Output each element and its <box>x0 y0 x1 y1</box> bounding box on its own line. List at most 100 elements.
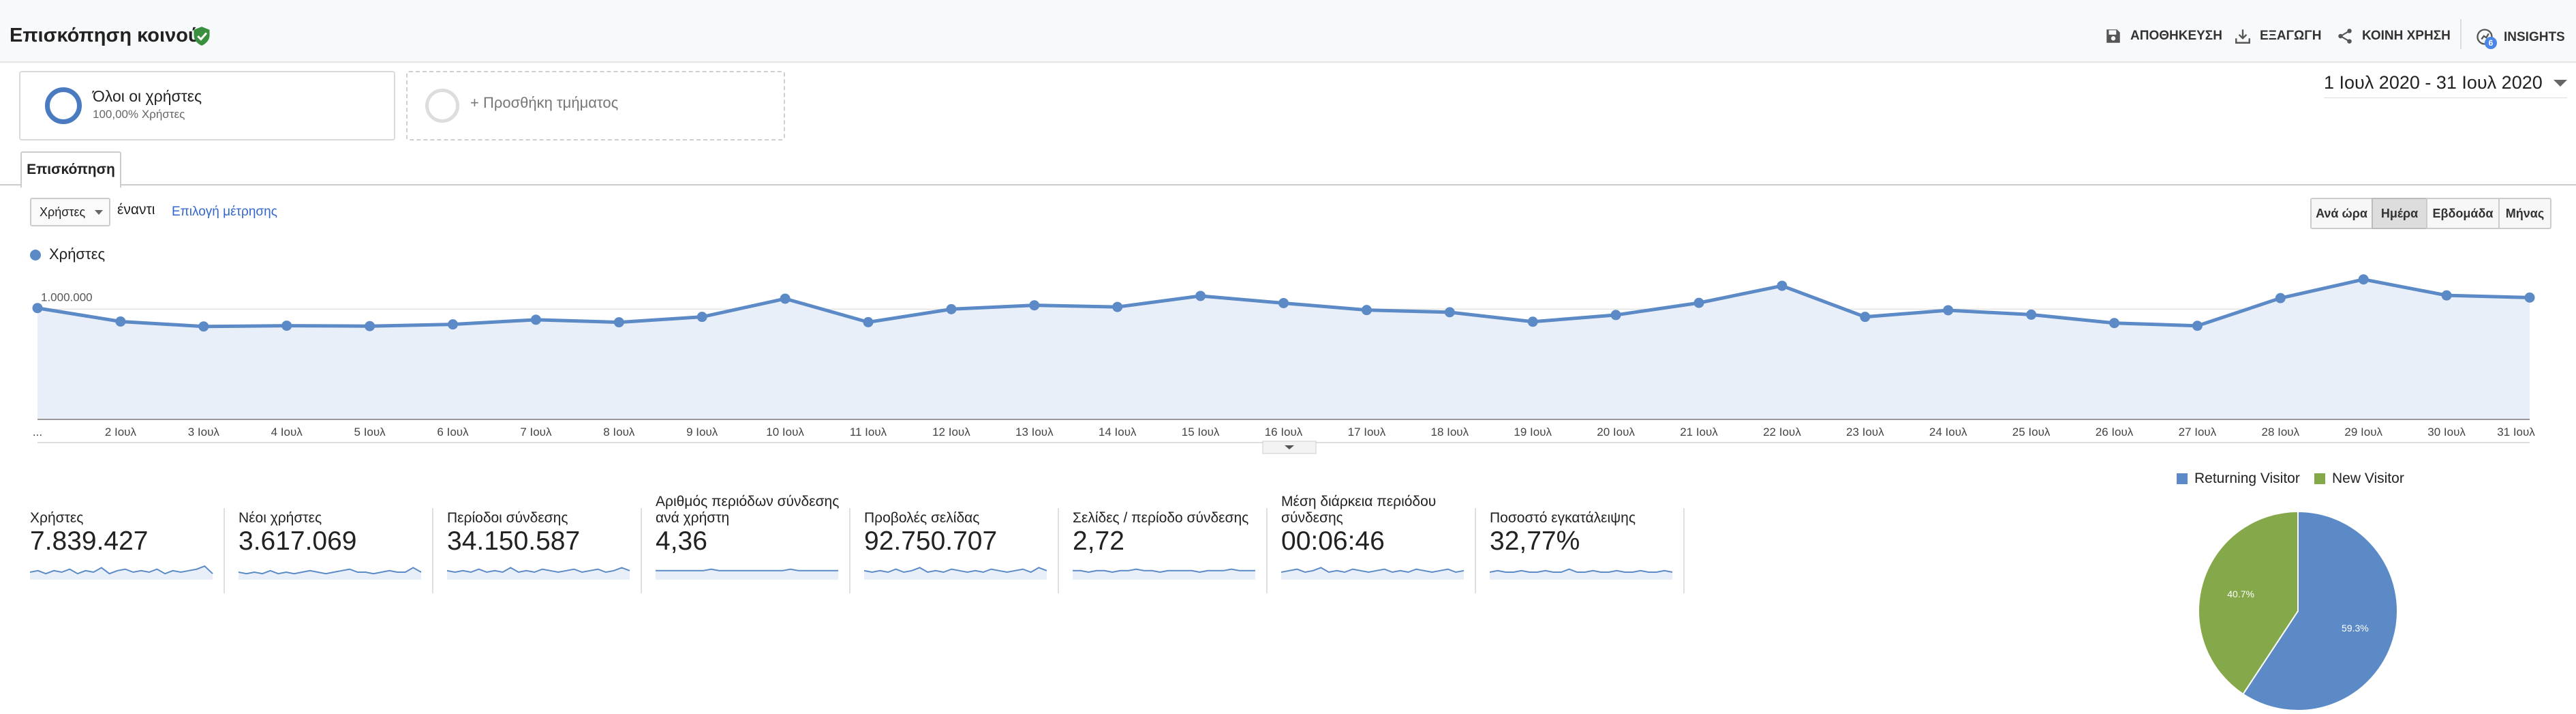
metric-scorecard[interactable]: Νέοι χρήστες 3.617.069 <box>238 491 423 593</box>
x-tick-label: 17 Ιουλ <box>1348 426 1386 438</box>
data-point <box>365 321 375 331</box>
legend-swatch <box>2314 473 2325 484</box>
x-tick-label: 23 Ιουλ <box>1846 426 1884 438</box>
metric-label: Μέση διάρκεια περιόδου σύνδεσης <box>1281 494 1437 526</box>
series-legend-dot <box>30 250 41 261</box>
save-icon <box>2106 29 2120 43</box>
metric-label: Προβολές σελίδας <box>864 510 980 526</box>
x-tick-label: 27 Ιουλ <box>2179 426 2217 438</box>
metric-label: Αριθμός περιόδων σύνδεσης ανά χρήστη <box>656 494 840 526</box>
data-point <box>281 321 292 331</box>
x-tick-label: 11 Ιουλ <box>850 426 887 438</box>
x-tick-label: 13 Ιουλ <box>1015 426 1054 438</box>
share-button[interactable]: ΚΟΙΝΗ ΧΡΗΣΗ <box>2336 27 2451 45</box>
data-point <box>1278 297 1289 308</box>
date-range-picker[interactable]: 1 Ιουλ 2020 - 31 Ιουλ 2020 <box>2324 72 2567 98</box>
metric-scorecard[interactable]: Αριθμός περιόδων σύνδεσης ανά χρήστη 4,36 <box>656 491 840 593</box>
metric-value: 3.617.069 <box>239 526 357 556</box>
data-point <box>1943 305 1954 316</box>
data-point <box>2275 293 2286 303</box>
granularity-month-button[interactable]: Μήνας <box>2498 198 2551 229</box>
export-icon <box>2235 29 2250 44</box>
pie-slice-label: 59.3% <box>2342 623 2369 634</box>
x-tick-label: 22 Ιουλ <box>1763 426 1801 438</box>
granularity-hour-button[interactable]: Ανά ώρα <box>2310 198 2373 229</box>
x-tick-label: 4 Ιουλ <box>271 426 303 438</box>
chart-collapse-handle[interactable] <box>1262 441 1317 454</box>
metric-label: Ποσοστό εγκατάλειψης <box>1490 510 1636 526</box>
select-metric-link[interactable]: Επιλογή μέτρησης <box>172 205 277 219</box>
x-tick-label: 3 Ιουλ <box>188 426 220 438</box>
segment-all-users[interactable]: Όλοι οι χρήστες 100,00% Χρήστες <box>19 71 395 140</box>
x-tick-label: 15 Ιουλ <box>1182 426 1220 438</box>
granularity-week-button[interactable]: Εβδομάδα <box>2426 198 2500 229</box>
granularity-day-button[interactable]: Ημέρα <box>2372 198 2427 229</box>
insights-button[interactable]: 6 INSIGHTS <box>2475 27 2565 49</box>
data-point <box>2441 290 2452 301</box>
pie-legend-new: New Visitor <box>2314 471 2404 487</box>
x-tick-label: 6 Ιουλ <box>437 426 469 438</box>
series-legend-label: Χρήστες <box>49 246 106 263</box>
x-tick-label: 24 Ιουλ <box>1929 426 1967 438</box>
data-point <box>613 317 624 328</box>
pie-legend-returning-label: Returning Visitor <box>2194 471 2300 486</box>
scorecard-divider <box>1683 508 1685 593</box>
data-point <box>1527 316 1538 327</box>
x-tick-label: 16 Ιουλ <box>1265 426 1303 438</box>
data-point <box>1860 312 1871 323</box>
scorecard-divider <box>641 508 642 593</box>
save-label: ΑΠΟΘΗΚΕΥΣΗ <box>2130 29 2222 43</box>
data-point <box>32 303 43 314</box>
metric-sparkline <box>1489 568 1673 580</box>
chevron-down-icon <box>1285 445 1294 449</box>
metric-label: Νέοι χρήστες <box>239 510 322 526</box>
data-point <box>115 316 126 327</box>
metric-label: Σελίδες / περίοδο σύνδεσης <box>1073 510 1249 526</box>
metric-value: 2,72 <box>1073 526 1124 556</box>
insights-badge: 6 <box>2485 37 2497 49</box>
metric-scorecard[interactable]: Ποσοστό εγκατάλειψης 32,77% <box>1489 491 1674 593</box>
metric-select[interactable]: Χρήστες <box>30 198 110 226</box>
data-point <box>1195 291 1206 301</box>
export-button[interactable]: ΕΞΑΓΩΓΗ <box>2234 27 2321 45</box>
share-icon <box>2338 29 2352 44</box>
metric-scorecard[interactable]: Χρήστες 7.839.427 <box>29 491 214 593</box>
x-tick-label: 7 Ιουλ <box>520 426 552 438</box>
metric-scorecard[interactable]: Σελίδες / περίοδο σύνδεσης 2,72 <box>1073 491 1257 593</box>
data-point <box>2524 292 2535 303</box>
insights-icon: 6 <box>2475 27 2497 49</box>
add-segment-button[interactable]: + Προσθήκη τμήματος <box>406 71 785 140</box>
metric-label: Χρήστες <box>30 510 84 526</box>
x-tick-label: 10 Ιουλ <box>766 426 804 438</box>
metric-value: 4,36 <box>656 526 707 556</box>
page-title: Επισκόπηση κοινού <box>10 25 200 46</box>
metric-scorecard[interactable]: Μέση διάρκεια περιόδου σύνδεσης 00:06:46 <box>1281 491 1465 593</box>
metric-sparkline <box>446 567 630 580</box>
data-point <box>1693 297 1704 308</box>
metric-sparkline <box>863 567 1047 580</box>
data-point <box>780 293 791 304</box>
x-tick-label: 19 Ιουλ <box>1514 426 1552 438</box>
legend-swatch <box>2177 473 2188 484</box>
metric-sparkline <box>1073 568 1255 580</box>
x-tick-label: 29 Ιουλ <box>2344 426 2382 438</box>
tab-overview[interactable]: Επισκόπηση <box>20 151 121 188</box>
date-range-label: 1 Ιουλ 2020 - 31 Ιουλ 2020 <box>2324 72 2543 93</box>
segment-ring-icon <box>45 87 82 124</box>
insights-label: INSIGHTS <box>2504 30 2565 44</box>
segment-placeholder-icon <box>425 89 459 123</box>
x-tick-label: 31 Ιουλ <box>2497 426 2535 438</box>
export-label: ΕΞΑΓΩΓΗ <box>2260 29 2322 43</box>
metric-value: 92.750.707 <box>864 526 998 556</box>
save-button[interactable]: ΑΠΟΘΗΚΕΥΣΗ <box>2104 27 2222 45</box>
metric-scorecard[interactable]: Περίοδοι σύνδεσης 34.150.587 <box>446 491 631 593</box>
scorecard-divider <box>1475 508 1476 593</box>
scorecard-divider <box>1058 508 1059 593</box>
scorecard-divider <box>432 508 433 593</box>
metric-scorecard[interactable]: Προβολές σελίδας 92.750.707 <box>863 491 1048 593</box>
metric-sparkline <box>238 567 422 580</box>
chevron-down-icon <box>95 209 104 215</box>
x-tick-label: ... <box>33 426 42 438</box>
metric-sparkline <box>29 565 213 580</box>
